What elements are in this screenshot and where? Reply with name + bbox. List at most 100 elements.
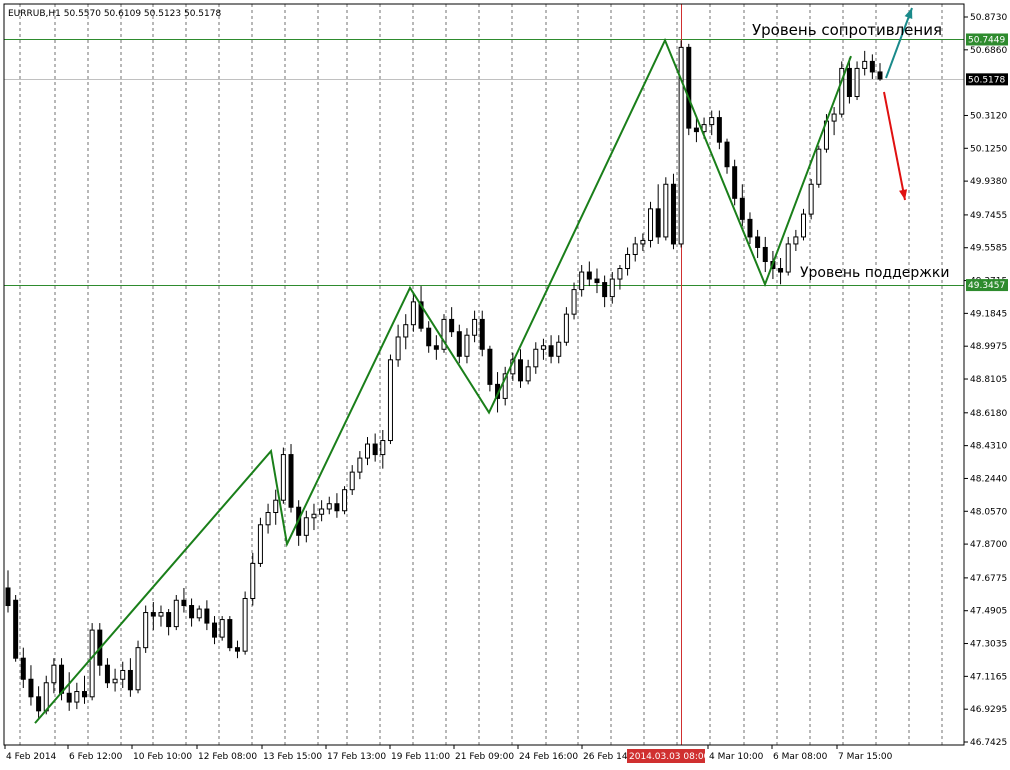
candle xyxy=(104,658,110,689)
candle xyxy=(112,668,118,692)
candle xyxy=(640,233,646,251)
candle xyxy=(732,159,738,206)
candle-body xyxy=(342,489,348,512)
candle xyxy=(464,328,470,364)
candle-body xyxy=(640,239,646,245)
candle xyxy=(739,184,745,227)
candle xyxy=(265,503,271,534)
candle-body xyxy=(762,246,768,263)
candle xyxy=(403,314,409,350)
candle xyxy=(28,665,34,706)
candle-body xyxy=(150,612,156,617)
candle-body xyxy=(20,657,26,680)
candle-body xyxy=(257,524,263,564)
candle xyxy=(410,293,416,332)
candle xyxy=(602,275,608,308)
x-tick-label: 24 Feb 16:00 xyxy=(519,752,578,762)
candle xyxy=(395,324,401,367)
candle-body xyxy=(280,454,286,501)
candle-body xyxy=(839,67,845,115)
candle xyxy=(234,640,240,659)
candle-body xyxy=(135,647,141,691)
candle xyxy=(74,682,80,710)
candle xyxy=(158,605,164,627)
candle-body xyxy=(426,327,432,347)
candle xyxy=(670,173,676,250)
x-tick-label: 19 Feb 11:00 xyxy=(391,752,450,762)
candle-body xyxy=(831,113,837,122)
candle-body xyxy=(227,619,233,649)
candle xyxy=(594,268,600,294)
candle-body xyxy=(334,503,340,512)
candle-body xyxy=(648,208,654,241)
candle-body xyxy=(196,608,202,619)
y-tick-label: 48.9975 xyxy=(970,342,1007,352)
candle-body xyxy=(517,359,523,382)
candle-body xyxy=(563,313,569,343)
candle-body xyxy=(778,268,784,273)
price-box-text: 49.3457 xyxy=(968,281,1005,291)
price-box: 50.7449 xyxy=(966,33,1008,46)
plot-frame xyxy=(3,3,965,746)
candle-body xyxy=(869,60,875,73)
y-tick-label: 50.6860 xyxy=(970,46,1007,56)
candle-body xyxy=(579,271,585,291)
candle-body xyxy=(104,664,110,684)
candle-body xyxy=(670,183,676,245)
candle xyxy=(571,282,577,320)
candle-body xyxy=(303,517,309,536)
candle xyxy=(785,236,791,276)
candle-body xyxy=(89,629,95,698)
candle-body xyxy=(785,243,791,273)
candle-body xyxy=(724,141,730,168)
candle-body xyxy=(273,499,279,514)
forecast-arrows xyxy=(883,7,913,201)
candle xyxy=(303,510,309,543)
candle xyxy=(380,430,386,469)
candle-body xyxy=(5,587,11,607)
candle xyxy=(877,63,883,81)
candle-body xyxy=(250,562,256,600)
candle xyxy=(801,208,807,241)
candle-body xyxy=(533,348,539,368)
candle-body xyxy=(349,471,355,491)
x-tick-label: 17 Feb 13:00 xyxy=(327,752,386,762)
x-tick-label: 6 Feb 12:00 xyxy=(69,752,123,762)
candle xyxy=(862,50,868,76)
candle xyxy=(472,310,478,343)
y-tick-label: 48.0570 xyxy=(970,507,1007,517)
candle xyxy=(51,658,57,694)
candle-body xyxy=(663,183,669,238)
candle xyxy=(5,570,11,613)
candle xyxy=(334,493,340,518)
candle xyxy=(648,201,654,248)
candle-body xyxy=(655,208,661,238)
candle xyxy=(755,229,761,258)
candle-body xyxy=(441,318,447,350)
candle-body xyxy=(181,599,187,607)
price-box: 49.3457 xyxy=(966,279,1008,292)
candle-body xyxy=(372,443,378,456)
candle xyxy=(66,672,72,711)
candle-body xyxy=(189,605,195,619)
y-tick-label: 48.8105 xyxy=(970,375,1007,385)
x-tick-label: 12 Feb 08:00 xyxy=(198,752,257,762)
candle-body xyxy=(816,148,822,185)
candle-body xyxy=(571,289,577,315)
candle xyxy=(288,444,294,513)
candle xyxy=(525,359,531,385)
candle xyxy=(365,437,371,466)
x-tick-label: 10 Feb 10:00 xyxy=(133,752,192,762)
candle-body xyxy=(502,373,508,399)
candle-body xyxy=(678,46,684,245)
support-label: Уровень поддержки xyxy=(800,265,949,281)
candle-body xyxy=(548,345,554,357)
candle-body xyxy=(556,341,562,357)
candle-body xyxy=(632,243,638,255)
candle xyxy=(579,265,585,297)
candle xyxy=(257,517,263,567)
candle xyxy=(311,503,317,531)
highlighted-time-bg xyxy=(627,749,705,763)
